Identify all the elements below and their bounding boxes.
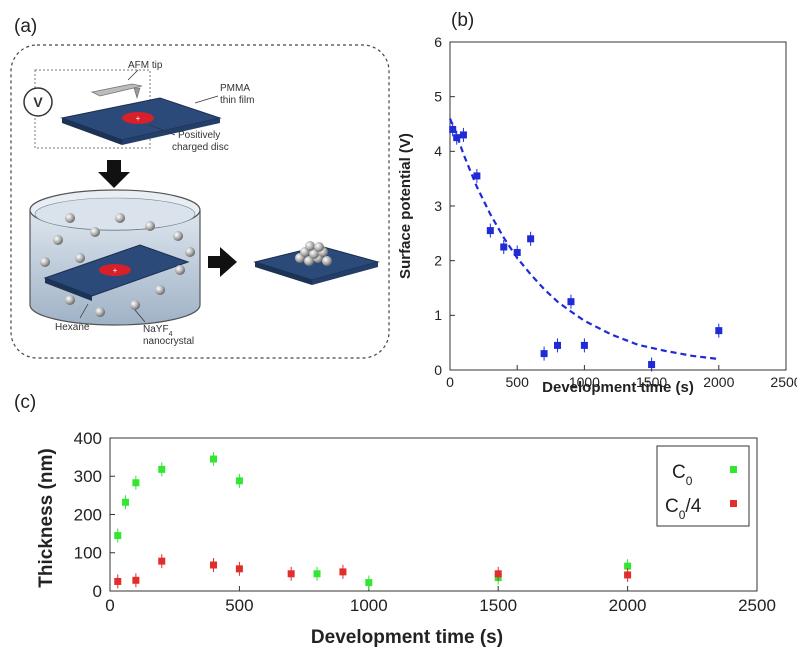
chart-c-ytick-label: 300 xyxy=(74,467,102,486)
chart-c-series0-point xyxy=(313,570,321,578)
chart-c-xtick-label: 2000 xyxy=(609,596,647,615)
chart-c-series1-point xyxy=(624,571,632,579)
chart-b-ytick-label: 1 xyxy=(434,307,442,323)
chart-c-series1-point xyxy=(158,557,166,565)
chart-c-xtick-label: 1000 xyxy=(350,596,388,615)
chart-b-series0-point xyxy=(453,134,461,142)
chart-c-series1-point xyxy=(235,565,243,573)
chart-c-xtick-label: 1500 xyxy=(479,596,517,615)
chart-b-ytick-label: 6 xyxy=(434,34,442,50)
chart-c-ylabel: Thickness (nm) xyxy=(36,448,57,587)
chart-b-xtick-label: 2500 xyxy=(770,374,797,390)
chart-b-series0-point xyxy=(527,235,535,243)
chart-b-xtick-label: 0 xyxy=(446,374,454,390)
chart-b-ylabel: Surface potential (V) xyxy=(397,133,414,279)
chart-c-xtick-label: 500 xyxy=(225,596,253,615)
chart-b-xtick-label: 1000 xyxy=(569,374,600,390)
chart-b-xtick-label: 500 xyxy=(506,374,530,390)
chart-c-series1-point xyxy=(494,570,502,578)
legend-label-c04: C0/4 xyxy=(665,496,702,522)
chart-b-series0-point xyxy=(648,361,656,369)
chart-b-series0-point xyxy=(449,125,457,133)
chart-c-ytick-label: 0 xyxy=(93,582,102,601)
chart-b-series0-point xyxy=(715,327,723,335)
chart-b-ytick-label: 0 xyxy=(434,362,442,378)
chart-c-legend: C0 C0/4 xyxy=(656,445,750,527)
chart-c-series1-point xyxy=(114,577,122,585)
legend-label-c0: C0 xyxy=(672,462,693,488)
chart-c-series0-point xyxy=(132,479,140,487)
chart-c-series1-point xyxy=(339,568,347,576)
chart-b-xlabel: Development time (s) xyxy=(542,379,694,396)
chart-c-series0-point xyxy=(210,455,218,463)
chart-c-series0-point xyxy=(624,562,632,570)
chart-b-series0-point xyxy=(567,298,575,306)
chart-c-series1-point xyxy=(287,570,295,578)
chart-b-ytick-label: 5 xyxy=(434,89,442,105)
chart-b-series0-point xyxy=(580,341,588,349)
chart-b-ytick-label: 2 xyxy=(434,253,442,269)
chart-c-series0-point xyxy=(365,579,373,587)
chart-c-xtick-label: 2500 xyxy=(738,596,776,615)
chart-c-ytick-label: 200 xyxy=(74,505,102,524)
chart-b-fit-line xyxy=(448,118,719,361)
chart-c-xlabel: Development time (s) xyxy=(311,627,503,648)
chart-c-series0-point xyxy=(114,532,122,540)
legend-marker-c0 xyxy=(730,466,737,473)
chart-c-ytick-label: 400 xyxy=(74,429,102,448)
panel-label-c: (c) xyxy=(14,392,37,413)
chart-c-series0-point xyxy=(122,498,130,506)
chart-b-series0-point xyxy=(459,131,467,139)
chart-c-series0-point xyxy=(158,465,166,473)
chart-c-xtick-label: 0 xyxy=(105,596,114,615)
chart-c-series1-point xyxy=(210,561,218,569)
chart-c-ytick-label: 100 xyxy=(74,544,102,563)
panel-label-a: (a) xyxy=(14,16,38,37)
chart-b-series0-point xyxy=(554,341,562,349)
legend-marker-c04 xyxy=(730,500,737,507)
legend-box xyxy=(656,445,750,527)
chart-b-xtick-label: 2000 xyxy=(703,374,734,390)
chart-b-series0-point xyxy=(486,227,494,235)
chart-b-series0-point xyxy=(500,243,508,251)
panel-label-b: (b) xyxy=(451,10,475,31)
chart-b-xtick-label: 1500 xyxy=(636,374,667,390)
chart-b-series0-point xyxy=(513,248,521,256)
chart-b-series0-point xyxy=(473,172,481,180)
chart-b-series0-point xyxy=(540,350,548,358)
chart-b-ytick-label: 4 xyxy=(434,143,442,159)
chart-c-series1-point xyxy=(132,576,140,584)
chart-c-series0-point xyxy=(235,477,243,485)
chart-b-ytick-label: 3 xyxy=(434,198,442,214)
